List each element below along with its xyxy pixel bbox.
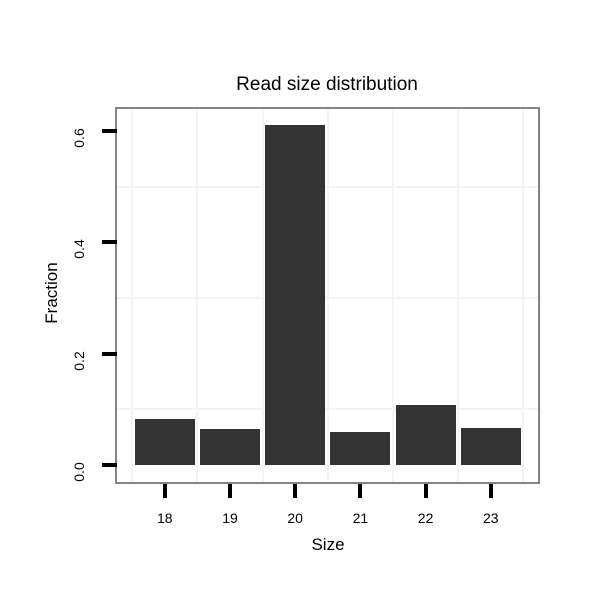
bar-size-23 bbox=[460, 428, 521, 465]
y-tick-label: 0.0 bbox=[71, 462, 87, 482]
x-tick-mark bbox=[488, 484, 493, 498]
bar-size-20 bbox=[265, 124, 326, 465]
x-tick-label: 23 bbox=[483, 510, 499, 526]
minor-gridline-x bbox=[522, 109, 525, 482]
minor-gridline-x bbox=[326, 109, 329, 482]
plot-panel bbox=[117, 109, 538, 482]
x-tick-mark bbox=[358, 484, 363, 498]
minor-gridline-x bbox=[196, 109, 199, 482]
minor-gridline-x bbox=[261, 109, 264, 482]
bar-size-22 bbox=[395, 405, 456, 465]
chart-title: Read size distribution bbox=[236, 74, 418, 95]
minor-gridline-x bbox=[457, 109, 460, 482]
bar-size-19 bbox=[200, 428, 260, 465]
y-tick-label: 0.6 bbox=[71, 128, 87, 148]
bar-size-18 bbox=[134, 418, 195, 465]
bar-size-21 bbox=[330, 431, 391, 465]
x-tick-label: 19 bbox=[222, 510, 238, 526]
x-tick-label: 21 bbox=[352, 510, 369, 526]
y-tick-mark bbox=[102, 351, 117, 356]
x-tick-mark bbox=[228, 484, 232, 498]
y-tick-label: 0.2 bbox=[71, 350, 87, 371]
y-tick-mark bbox=[102, 129, 117, 134]
y-axis-title: Fraction bbox=[42, 262, 61, 324]
x-tick-label: 20 bbox=[287, 510, 303, 526]
x-tick-label: 22 bbox=[417, 510, 434, 526]
y-tick-mark bbox=[102, 463, 117, 467]
x-tick-mark bbox=[162, 484, 167, 498]
x-axis-title: Size bbox=[311, 535, 345, 554]
y-tick-mark bbox=[102, 240, 117, 245]
x-tick-mark bbox=[293, 484, 298, 498]
x-tick-mark bbox=[423, 484, 428, 498]
x-tick-label: 18 bbox=[157, 510, 173, 526]
minor-gridline-x bbox=[392, 109, 394, 482]
y-tick-label: 0.4 bbox=[71, 239, 87, 260]
minor-gridline-x bbox=[131, 109, 134, 482]
